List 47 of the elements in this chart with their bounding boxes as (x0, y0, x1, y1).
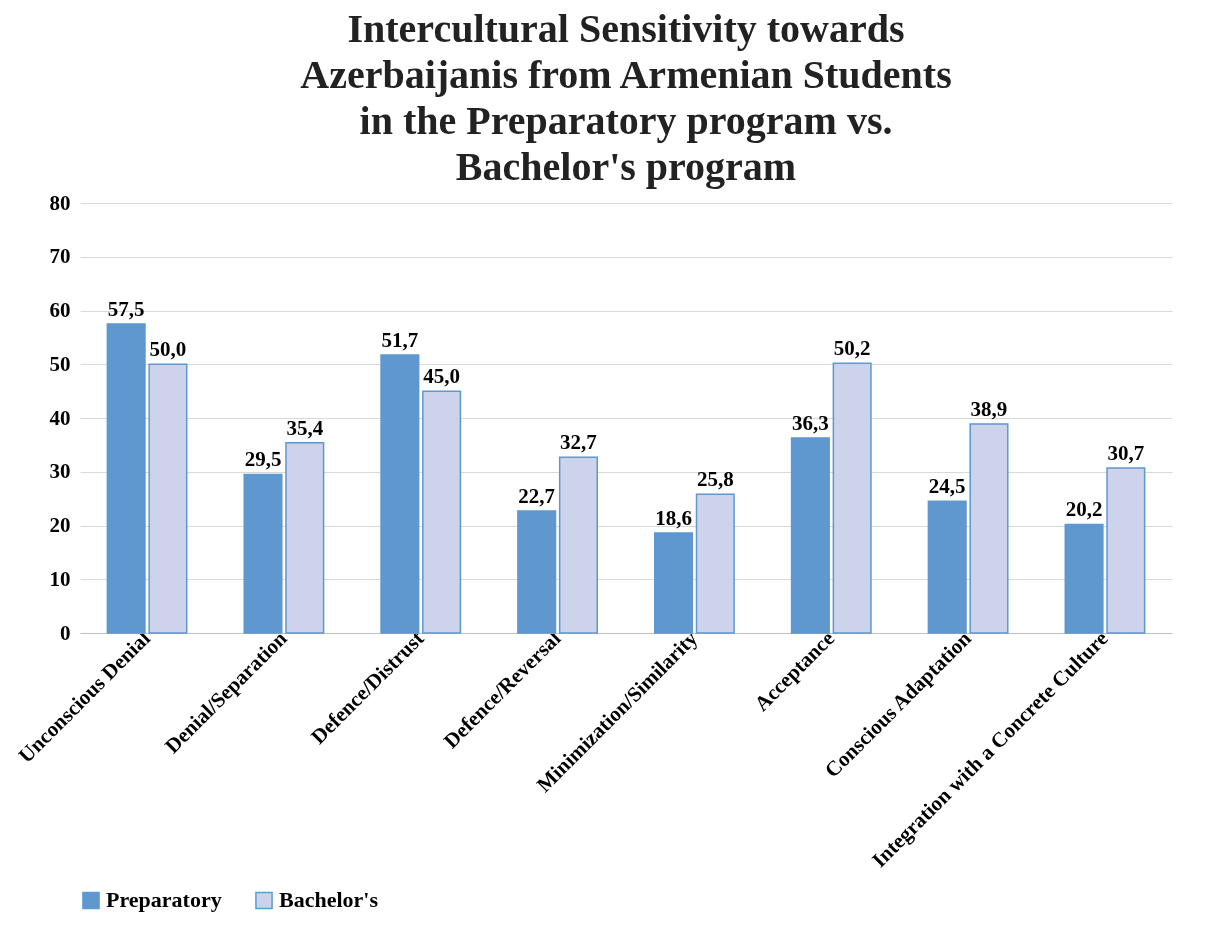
data-label: 29,5 (244, 447, 282, 472)
data-label: 36,3 (792, 410, 829, 435)
bar (927, 500, 967, 634)
data-label: 35,4 (286, 415, 324, 440)
data-label: 38,9 (970, 396, 1008, 421)
data-label: 22,7 (518, 483, 556, 508)
bar (695, 493, 735, 634)
data-label: 50,0 (149, 337, 187, 362)
bar (832, 362, 872, 634)
text: Intercultural Sensitivity towards (347, 6, 905, 51)
data-label: 20,2 (1065, 497, 1103, 522)
bar (969, 423, 1009, 634)
bar (422, 390, 462, 634)
y-tick-label: 20 (49, 513, 71, 537)
bar (1106, 467, 1146, 634)
y-tick-label: 60 (49, 298, 71, 322)
y-tick-label: 80 (49, 190, 71, 215)
y-tick-label: 0 (60, 620, 71, 645)
bar (558, 456, 599, 634)
bar (790, 437, 830, 634)
text: Azerbaijanis from Armenian Students (300, 52, 952, 97)
data-label: 45,0 (423, 364, 460, 389)
data-label: 51,7 (381, 328, 419, 353)
text: in the Preparatory program vs. (359, 98, 893, 143)
bar (148, 363, 188, 634)
bar (380, 354, 420, 634)
data-label: 25,8 (696, 467, 734, 492)
data-label: 24,5 (928, 474, 966, 499)
data-label: 50,2 (833, 336, 871, 361)
data-label: 30,7 (1107, 440, 1145, 465)
text: Bachelor's program (455, 144, 797, 189)
data-label: 18,6 (655, 506, 692, 531)
y-tick-label: 40 (49, 405, 71, 430)
y-tick-label: 50 (49, 351, 71, 376)
legend-label: Preparatory (106, 887, 222, 913)
data-label: 57,5 (107, 296, 145, 321)
bar (653, 532, 694, 634)
bar (285, 441, 325, 634)
bar (106, 323, 146, 634)
bar (243, 473, 283, 634)
y-tick-label: 10 (49, 566, 71, 591)
bar (1064, 523, 1104, 634)
y-tick-label: 30 (49, 459, 71, 484)
bar (517, 510, 557, 634)
data-label: 32,7 (560, 430, 597, 455)
legend-label: Bachelor's (279, 887, 379, 913)
y-tick-label: 70 (49, 244, 71, 269)
